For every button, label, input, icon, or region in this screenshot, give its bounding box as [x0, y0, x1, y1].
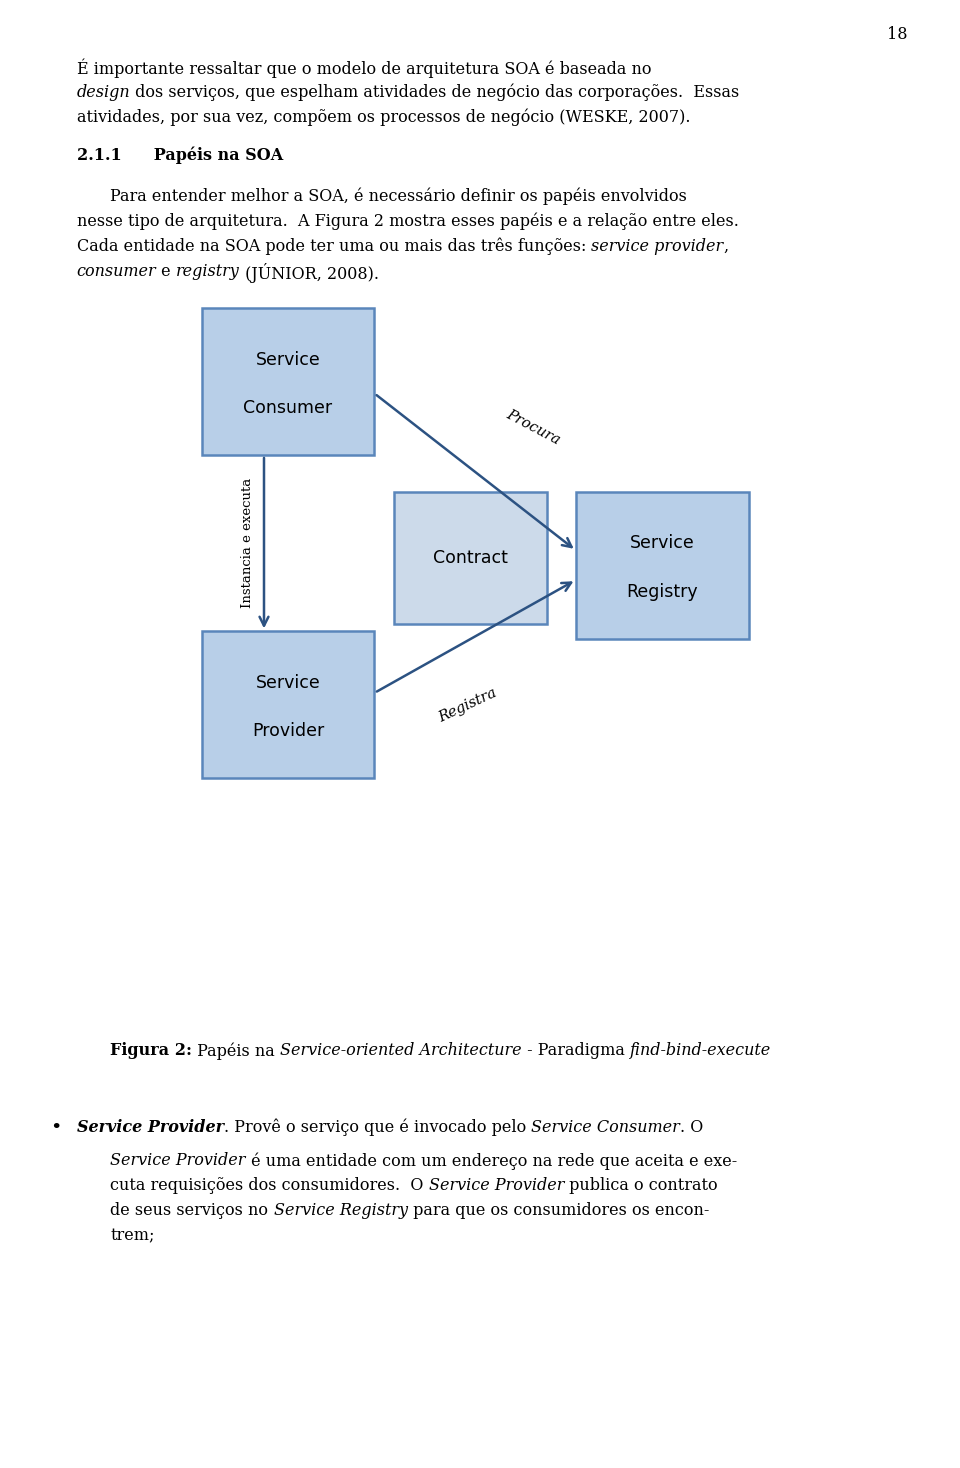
Text: Service-oriented Architecture: Service-oriented Architecture — [280, 1042, 522, 1060]
Text: Contract: Contract — [433, 549, 508, 567]
Text: . Provê o serviço que é invocado pelo: . Provê o serviço que é invocado pelo — [224, 1119, 531, 1136]
Text: - Paradigma: - Paradigma — [522, 1042, 630, 1060]
Text: Service Provider: Service Provider — [429, 1177, 564, 1195]
Text: Para entender melhor a SOA, é necessário definir os papéis envolvidos: Para entender melhor a SOA, é necessário… — [110, 188, 687, 206]
Text: design: design — [77, 84, 131, 101]
Text: dos serviços, que espelham atividades de negócio das corporações.  Essas: dos serviços, que espelham atividades de… — [131, 84, 739, 101]
Text: Service: Service — [255, 674, 321, 691]
Text: é uma entidade com um endereço na rede que aceita e exe-: é uma entidade com um endereço na rede q… — [246, 1152, 737, 1170]
Text: Instancia e executa: Instancia e executa — [241, 479, 254, 608]
Text: publica o contrato: publica o contrato — [564, 1177, 718, 1195]
Text: de seus serviços no: de seus serviços no — [110, 1202, 274, 1220]
Text: Consumer: Consumer — [244, 399, 332, 417]
Text: Service: Service — [255, 351, 321, 368]
Text: trem;: trem; — [110, 1227, 155, 1245]
Text: Service Consumer: Service Consumer — [531, 1119, 680, 1136]
Text: É importante ressaltar que o modelo de arquitetura SOA é baseada no: É importante ressaltar que o modelo de a… — [77, 59, 651, 78]
Text: nesse tipo de arquitetura.  A Figura 2 mostra esses papéis e a relação entre ele: nesse tipo de arquitetura. A Figura 2 mo… — [77, 213, 738, 230]
Text: find-bind-execute: find-bind-execute — [630, 1042, 771, 1060]
Text: 18: 18 — [887, 26, 908, 44]
Text: •: • — [50, 1119, 61, 1136]
Text: e: e — [156, 263, 177, 280]
Text: Figura 2:: Figura 2: — [110, 1042, 192, 1060]
Text: Service Registry: Service Registry — [274, 1202, 408, 1220]
Text: Service Provider: Service Provider — [110, 1152, 246, 1170]
Text: Registra: Registra — [437, 686, 499, 725]
Text: service provider: service provider — [591, 238, 724, 255]
FancyBboxPatch shape — [202, 631, 374, 778]
FancyBboxPatch shape — [202, 308, 374, 455]
Text: cuta requisições dos consumidores.  O: cuta requisições dos consumidores. O — [110, 1177, 429, 1195]
Text: Service: Service — [630, 534, 695, 552]
Text: Registry: Registry — [627, 583, 698, 600]
Text: . O: . O — [680, 1119, 703, 1136]
Text: 2.1.1  Papéis na SOA: 2.1.1 Papéis na SOA — [77, 147, 283, 164]
Text: Cada entidade na SOA pode ter uma ou mais das três funções:: Cada entidade na SOA pode ter uma ou mai… — [77, 238, 591, 255]
Text: Procura: Procura — [504, 408, 563, 448]
Text: consumer: consumer — [77, 263, 156, 280]
Text: (JÚNIOR, 2008).: (JÚNIOR, 2008). — [240, 263, 379, 283]
Text: Service Provider: Service Provider — [77, 1119, 224, 1136]
FancyBboxPatch shape — [576, 492, 749, 639]
FancyBboxPatch shape — [394, 492, 547, 624]
Text: registry: registry — [177, 263, 240, 280]
Text: ,: , — [724, 238, 729, 255]
Text: Papéis na: Papéis na — [192, 1042, 280, 1060]
Text: atividades, por sua vez, compõem os processos de negócio (WESKE, 2007).: atividades, por sua vez, compõem os proc… — [77, 109, 690, 126]
Text: Provider: Provider — [252, 722, 324, 740]
Text: para que os consumidores os encon-: para que os consumidores os encon- — [408, 1202, 708, 1220]
